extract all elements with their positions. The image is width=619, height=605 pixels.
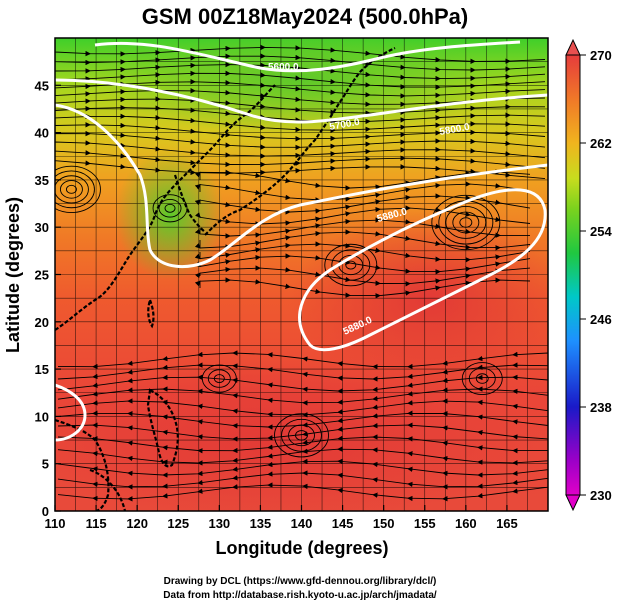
streamline	[338, 254, 364, 276]
colorbar-bottom-triangle	[565, 494, 581, 512]
streamline	[431, 194, 501, 251]
y-tick-label: 40	[35, 126, 49, 141]
x-tick-label: 110	[45, 516, 66, 531]
streamline	[288, 424, 315, 447]
y-tick-label: 20	[35, 315, 49, 330]
colorbar-tick-label: 238	[590, 400, 612, 415]
contour-5880-south	[55, 383, 87, 442]
plot-area: 5600.0 5700.0 5800.0 5880.0 5880.0	[55, 38, 548, 511]
streamline	[459, 217, 473, 228]
streamline	[207, 369, 231, 388]
y-tick-label: 5	[42, 457, 49, 472]
y-tick-label: 10	[35, 409, 49, 424]
y-tick-label: 15	[35, 362, 49, 377]
x-axis-label: Longitude (degrees)	[215, 538, 388, 558]
x-tick-label: 140	[291, 516, 313, 531]
green-northern-patch	[100, 38, 500, 135]
streamline	[57, 482, 548, 502]
streamline	[438, 200, 494, 245]
colorbar-gradient	[565, 54, 581, 496]
streamline	[274, 413, 329, 458]
x-tick-label: 160	[455, 516, 477, 531]
colorbar-tick-label: 254	[590, 224, 612, 239]
streamline	[57, 422, 548, 442]
x-tick-label: 165	[496, 516, 518, 531]
y-axis: 0 5 10 15 20 25 30 35 40 45	[35, 78, 61, 519]
streamline	[468, 367, 496, 390]
y-tick-label: 30	[35, 220, 49, 235]
x-tick-label: 150	[373, 516, 395, 531]
streamline	[331, 249, 371, 281]
streamline	[201, 364, 237, 393]
colorbar-tick-label: 246	[590, 312, 612, 327]
contour-label-5700: 5700.0	[329, 117, 361, 133]
colorbar-top-triangle	[565, 38, 581, 56]
streamline	[281, 418, 322, 452]
y-tick-label: 45	[35, 78, 49, 93]
x-tick-label: 120	[126, 516, 148, 531]
y-tick-label: 25	[35, 268, 49, 283]
streamline	[475, 373, 489, 384]
colorbar-tick-label: 230	[590, 488, 612, 503]
contours	[55, 40, 548, 442]
streamline	[158, 199, 182, 218]
contour-5700	[55, 78, 548, 124]
credit-drawing: Drawing by DCL (https://www.gfd-dennou.o…	[164, 576, 437, 587]
x-tick-label: 145	[332, 516, 354, 531]
colorbar-ticks: 230 238 246 254 262 270	[580, 48, 612, 503]
streamline	[164, 203, 176, 213]
colorbar-tick-label: 270	[590, 48, 612, 63]
streamline	[194, 277, 531, 299]
streamline	[461, 362, 503, 395]
streamline	[59, 180, 83, 199]
x-axis: 110 115 120 125 130 135 140 145 150 155 160 165	[45, 505, 518, 531]
streamline	[152, 194, 188, 223]
x-tick-label: 135	[250, 516, 272, 531]
streamline	[452, 211, 480, 234]
streamline	[324, 243, 378, 287]
contour-label-5600: 5600.0	[268, 62, 299, 73]
streamline	[345, 260, 357, 270]
y-tick-label: 0	[42, 504, 49, 519]
streamline	[65, 184, 77, 194]
streamlines	[55, 44, 548, 502]
contour-5800	[55, 103, 548, 269]
coastline-korea	[173, 174, 206, 233]
contour-5880-ridge	[298, 188, 547, 352]
colorbar: 230 238 246 254 262 270	[565, 38, 612, 512]
x-tick-label: 130	[208, 516, 230, 531]
x-tick-label: 115	[86, 516, 107, 531]
streamline	[55, 175, 89, 204]
streamline	[213, 374, 225, 383]
streamline	[55, 170, 95, 209]
colorbar-tick-label: 262	[590, 136, 612, 151]
credit-data: Data from http://database.rish.kyoto-u.a…	[163, 590, 437, 601]
x-tick-label: 155	[414, 516, 436, 531]
contour-label-5800: 5800.0	[439, 122, 471, 138]
streamline	[57, 350, 548, 370]
streamline	[445, 206, 487, 239]
coastline-taiwan	[147, 299, 155, 329]
y-axis-label: Latitude (degrees)	[3, 197, 23, 353]
chart-title: GSM 00Z18May2024 (500.0hPa)	[142, 4, 469, 29]
x-tick-label: 125	[167, 516, 189, 531]
streamline	[295, 430, 308, 441]
y-tick-label: 35	[35, 173, 49, 188]
contour-5600	[94, 40, 521, 73]
